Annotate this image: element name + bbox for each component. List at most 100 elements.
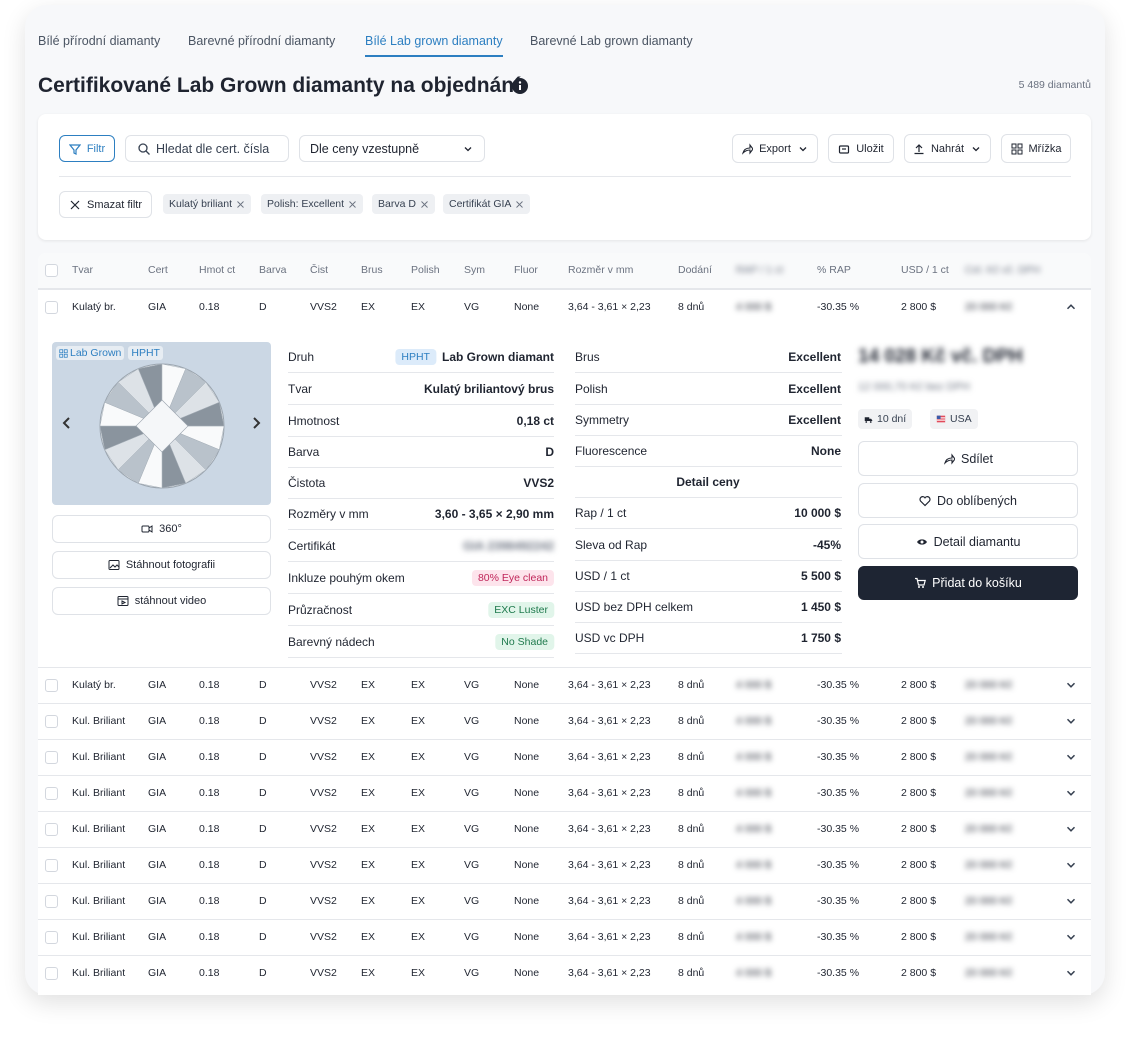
cell: 8 dnů [678,967,705,979]
cell: -30.35 % [817,751,860,763]
icon [919,495,931,506]
row-toggle[interactable] [1064,750,1078,764]
row-separator [38,883,1091,884]
save-button[interactable]: Uložit [828,134,894,163]
cell: VG [464,931,480,943]
search-input[interactable]: Hledat dle cert. čísla [125,135,289,162]
action-button[interactable]: Detail diamantu [858,524,1078,559]
row-toggle[interactable] [1064,678,1078,692]
price-value: 1 450 $ [800,600,841,614]
cell: EX [411,859,426,871]
action-button[interactable]: Sdílet [858,441,1078,476]
cell: None [514,931,540,943]
row-toggle[interactable] [1064,966,1078,980]
checkbox[interactable] [45,787,58,800]
icon [1066,862,1076,868]
row-toggle[interactable] [1064,822,1078,836]
tab[interactable]: Barevné přírodní diamanty [188,34,336,48]
checkbox[interactable] [45,859,58,872]
icon [1066,682,1076,688]
checkbox[interactable] [45,264,58,277]
cell: None [514,751,540,763]
filter-button[interactable]: Filtr [59,135,115,162]
media-button-label: Stáhnout fotografii [125,559,216,571]
filter-chip-label: Polish: Excellent [267,198,345,210]
filter-chip[interactable]: Certifikát GIA [443,194,531,214]
cell: VVS2 [310,679,337,691]
spec-label: Barva [288,445,320,459]
cell: D [259,931,267,943]
tab[interactable]: Bílé přírodní diamanty [38,34,161,48]
cell: 3,64 - 3,61 × 2,23 [568,787,651,799]
price-label: USD / 1 ct [575,569,630,583]
cell: 20 000 Kč [965,967,1013,979]
tab[interactable]: Barevné Lab grown diamanty [530,34,693,48]
row-separator [575,653,842,654]
grid-button[interactable]: Mřížka [1001,134,1071,163]
checkbox[interactable] [45,301,58,314]
row-toggle[interactable] [1064,894,1078,908]
checkbox[interactable] [45,715,58,728]
media-button[interactable]: stáhnout video [52,587,271,615]
media-button[interactable]: Stáhnout fotografii [52,551,271,579]
icon [972,146,980,151]
sort-select[interactable]: Dle ceny vzestupně [299,135,485,162]
spec-value-text: D [545,445,554,459]
spec-value: Kulatý briliantový brus [424,382,554,396]
cell: 2 800 $ [901,895,937,907]
row-separator [288,593,554,594]
checkbox[interactable] [45,823,58,836]
icon [742,142,754,155]
cell: VG [464,967,480,979]
clear-filter[interactable]: Smazat filtr [59,191,152,218]
spec-value-text: EXC Luster [488,602,554,618]
action-button[interactable]: Do oblíbených [858,483,1078,518]
spec-label: Certifikát [288,539,336,553]
upload-button[interactable]: Nahrát [904,134,991,163]
cell: EX [411,823,426,835]
cell: -30.35 % [817,715,860,727]
row-separator [38,847,1091,848]
row-toggle[interactable] [1064,858,1078,872]
price-label: USD vc DPH [575,631,645,645]
total-price: 14 028 Kč vč. DPH [858,346,1023,367]
filter-chip[interactable]: Barva D [372,194,435,214]
price-label: USD bez DPH celkem [575,600,694,614]
media-button[interactable]: 360° [52,515,271,543]
cell: EX [361,787,376,799]
tab[interactable]: Bílé Lab grown diamanty [365,34,503,48]
cell: -30.35 % [817,679,860,691]
filter-chip[interactable]: Kulatý briliant [163,194,252,214]
checkbox[interactable] [45,967,58,980]
cell: VG [464,301,480,313]
cell: Kul. Briliant [72,787,126,799]
checkbox[interactable] [45,931,58,944]
cell: 4 000 $ [736,715,772,727]
cell: 3,64 - 3,61 × 2,23 [568,931,651,943]
row-separator [575,591,842,592]
cell: 3,64 - 3,61 × 2,23 [568,967,651,979]
checkbox[interactable] [45,751,58,764]
cell: 3,64 - 3,61 × 2,23 [568,751,651,763]
column-header: Cel. Kč vč. DPH [965,264,1041,276]
column-header: Rozměr v mm [568,264,634,276]
export-button[interactable]: Export [732,134,818,163]
cell: D [259,859,267,871]
cell: VVS2 [310,931,337,943]
cell: EX [361,301,376,313]
checkbox[interactable] [45,895,58,908]
row-toggle[interactable] [1064,930,1078,944]
cell: GIA [148,301,167,313]
row-toggle[interactable] [1064,786,1078,800]
column-header: USD / 1 ct [901,264,949,276]
row-toggle[interactable] [1064,714,1078,728]
cell: 2 800 $ [901,715,937,727]
cell: GIA [148,679,167,691]
add-to-cart[interactable]: Přidat do košíku [858,566,1078,600]
spec-value: GIA 2398492242 [463,539,554,553]
total-price-sub: 12 000,70 Kč bez DPH [858,381,970,393]
row-toggle[interactable] [1064,300,1078,314]
filter-chip[interactable]: Polish: Excellent [261,194,364,214]
cell: EX [361,715,376,727]
checkbox[interactable] [45,679,58,692]
